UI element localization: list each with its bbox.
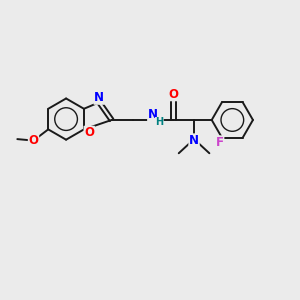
Text: O: O: [84, 126, 94, 140]
Text: N: N: [94, 91, 104, 104]
Text: N: N: [189, 134, 199, 147]
Text: N: N: [148, 109, 158, 122]
Text: F: F: [216, 136, 224, 149]
Text: H: H: [155, 117, 164, 127]
Text: O: O: [168, 88, 178, 100]
Text: O: O: [28, 134, 38, 147]
